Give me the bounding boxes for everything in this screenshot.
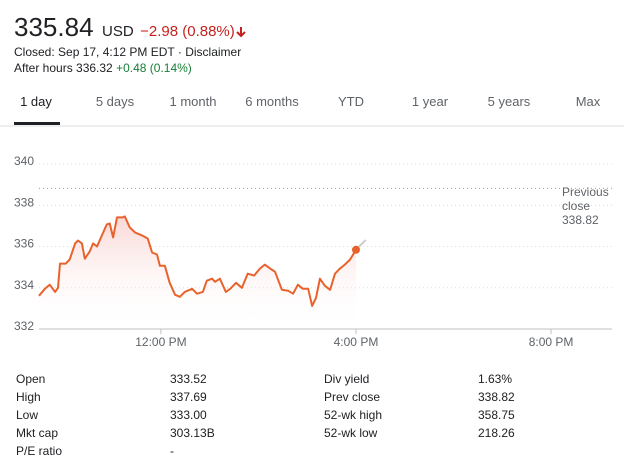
stat-label: Div yield (324, 372, 369, 386)
tab[interactable]: 1 month (170, 94, 217, 109)
stat-label: 52-wk low (324, 426, 378, 440)
price-line (38, 215, 357, 307)
after-hours: After hours 336.32 +0.48 (0.14%) (14, 61, 192, 75)
after-hours-change: +0.48 (0.14%) (116, 61, 192, 75)
selected-tab-indicator (14, 122, 60, 125)
plot: 332 334 336 338 340 12:00 PM 4:00 PM 8:00 PM (14, 154, 612, 349)
x-tick-label: 12:00 PM (135, 335, 186, 349)
stat-value: 338.82 (478, 390, 515, 404)
change: −2.98 (0.88%) (140, 23, 235, 40)
currency: USD (102, 23, 134, 40)
tab[interactable]: 1 day (20, 94, 52, 109)
stat-value: - (170, 444, 174, 458)
tab[interactable]: 1 year (412, 94, 449, 109)
stat-label: Prev close (324, 390, 380, 404)
stat-value: 337.69 (170, 390, 207, 404)
y-tick-label: 336 (14, 237, 34, 251)
stats-table: Open 333.52 Div yield 1.63% High 337.69 Prev c… (16, 372, 515, 458)
tabs: 1 day 5 days 1 month 6 months YTD 1 year 5 yea… (20, 94, 601, 109)
after-hours-label: After hours 336.32 (14, 61, 113, 75)
tab[interactable]: 6 months (245, 94, 299, 109)
x-tick-label: 8:00 PM (529, 335, 574, 349)
stat-value: 218.26 (478, 426, 515, 440)
tab[interactable]: 5 days (96, 94, 135, 109)
stat-value: 303.13B (170, 426, 215, 440)
stat-label: Low (16, 408, 38, 422)
stat-value: 358.75 (478, 408, 515, 422)
stat-label: Open (16, 372, 45, 386)
y-tick-label: 334 (14, 278, 34, 292)
y-tick-label: 332 (14, 319, 34, 333)
x-tick-label: 4:00 PM (334, 335, 379, 349)
previous-close-label: Previous close 338.82 (562, 185, 618, 227)
area (39, 216, 356, 329)
tab[interactable]: 5 years (488, 94, 531, 109)
stat-value: 333.00 (170, 408, 207, 422)
tab[interactable]: Max (576, 94, 601, 109)
stat-value: 333.52 (170, 372, 207, 386)
y-tick-label: 338 (14, 195, 34, 209)
stat-label: Mkt cap (16, 426, 58, 440)
tab[interactable]: YTD (338, 94, 364, 109)
stat-label: 52-wk high (324, 408, 382, 422)
status[interactable]: Closed: Sep 17, 4:12 PM EDT · Disclaimer (14, 45, 241, 59)
stat-label: P/E ratio (16, 444, 62, 458)
end-dot (351, 245, 360, 254)
y-tick-label: 340 (14, 154, 34, 168)
stat-value: 1.63% (478, 372, 512, 386)
down-arrow (236, 27, 246, 38)
price-line: 335.84 USD −2.98 (0.88%) (14, 12, 235, 42)
stat-label: High (16, 390, 41, 404)
previous-close-value: 338.82 (562, 213, 599, 228)
price: 335.84 (14, 12, 94, 42)
previous-close-text: Previous close (562, 185, 609, 214)
